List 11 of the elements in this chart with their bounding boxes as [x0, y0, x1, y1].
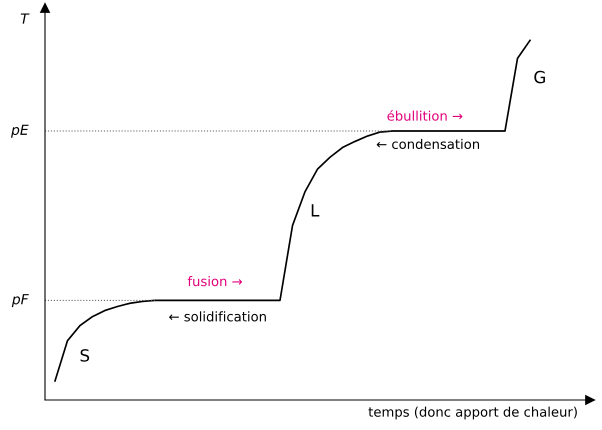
- annotation: ← condensation: [376, 138, 480, 150]
- annotation: L: [312, 204, 320, 216]
- annotation: S: [80, 349, 90, 362]
- annotation: ← solidification: [169, 311, 266, 322]
- x-axis-title: temps (donc apport de chaleur): [368, 406, 577, 420]
- annotation: G: [534, 70, 545, 84]
- ref-line-label: pF: [12, 294, 29, 308]
- annotation: fusion →: [188, 276, 242, 286]
- annotation: ébullition →: [387, 110, 462, 121]
- y-axis-title: T: [20, 13, 30, 24]
- ref-line-label: pE: [11, 124, 29, 138]
